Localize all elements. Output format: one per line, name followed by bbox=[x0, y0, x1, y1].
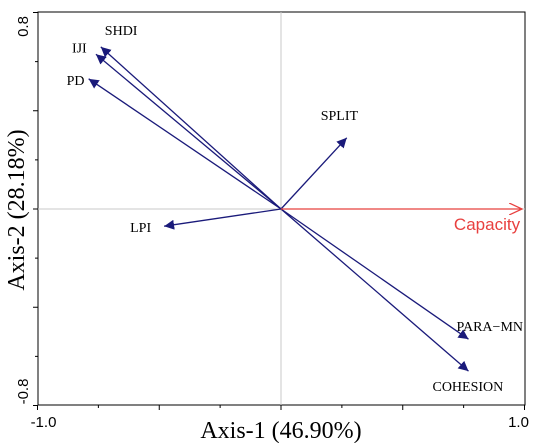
vector-shdi bbox=[100, 46, 282, 210]
vector-split bbox=[280, 137, 348, 210]
y-tick-label: -0.8 bbox=[15, 379, 32, 405]
vector-label-split: SPLIT bbox=[321, 109, 359, 124]
vector-label-iji: IJI bbox=[72, 41, 87, 56]
vector-label-pd: PD bbox=[67, 74, 85, 89]
vector-para-mn bbox=[280, 208, 469, 340]
vector-lpi bbox=[164, 208, 282, 230]
vector-pd bbox=[88, 78, 282, 210]
x-axis-label: Axis-1 (46.90%) bbox=[200, 418, 361, 443]
response-label-capacity: Capacity bbox=[454, 215, 521, 234]
x-tick-label: -1.0 bbox=[31, 414, 57, 431]
vector-label-shdi: SHDI bbox=[105, 24, 138, 39]
x-tick-label: 1.0 bbox=[508, 414, 529, 431]
vector-label-para-mn: PARA−MN bbox=[456, 320, 523, 335]
vectors: SHDI IJI PD SPLIT LPI PARA−MN COHESION Capacity bbox=[67, 24, 523, 395]
y-tick-label: 0.8 bbox=[15, 16, 32, 37]
vector-label-cohesion: COHESION bbox=[432, 380, 503, 395]
y-axis-label: Axis-2 (28.18%) bbox=[4, 129, 30, 290]
axis-ticks: -1.0 1.0 0.8 -0.8 bbox=[15, 12, 529, 431]
vector-label-lpi: LPI bbox=[130, 221, 151, 236]
vector-iji bbox=[95, 53, 282, 210]
vector-cohesion bbox=[280, 208, 469, 372]
